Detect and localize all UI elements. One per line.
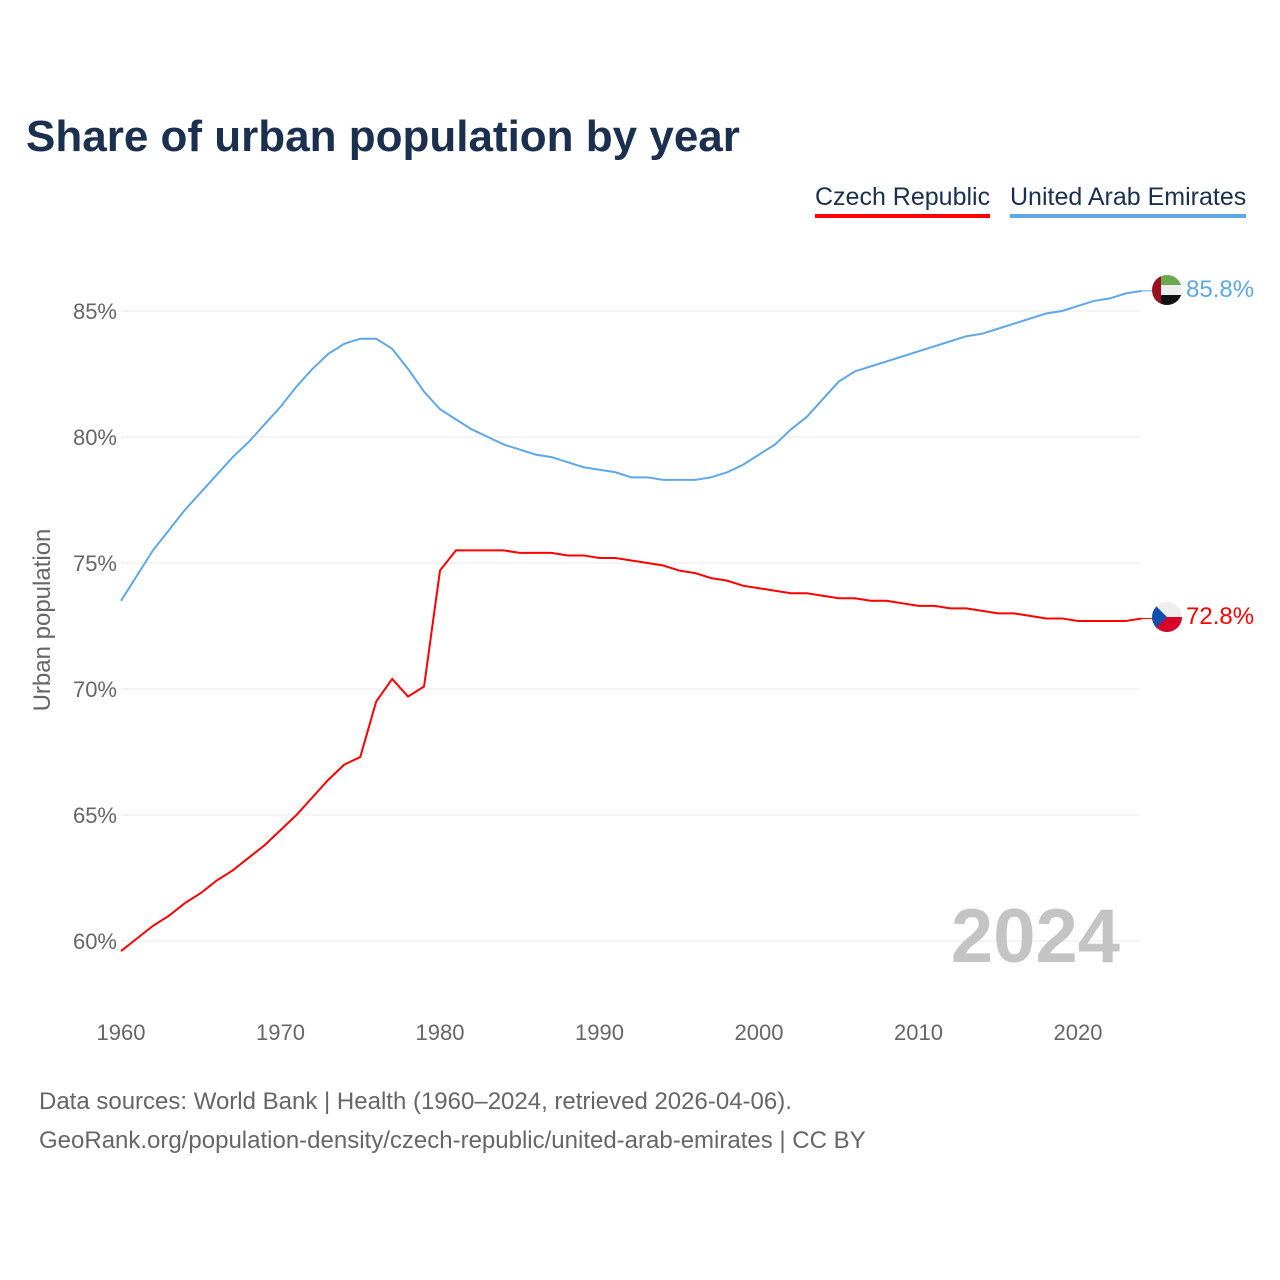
- y-tick-label: 80%: [73, 425, 117, 450]
- x-tick-label: 1990: [575, 1020, 624, 1045]
- y-tick-label: 70%: [73, 677, 117, 702]
- y-axis-label: Urban population: [29, 529, 56, 712]
- y-tick-label: 65%: [73, 803, 117, 828]
- series-line-united-arab-emirates[interactable]: [120, 289, 1142, 602]
- legend-czech-republic[interactable]: Czech Republic: [815, 183, 991, 218]
- uae-end-label: 85.8%: [1186, 276, 1254, 303]
- czech-flag-icon: [1152, 602, 1182, 632]
- series-line-czech-republic[interactable]: [120, 549, 1142, 952]
- footer-attribution[interactable]: GeoRank.org/population-density/czech-rep…: [39, 1127, 866, 1154]
- x-tick-label: 1960: [97, 1020, 146, 1045]
- x-tick-label: 1970: [256, 1020, 305, 1045]
- legend-united-arab-emirates[interactable]: United Arab Emirates: [1010, 183, 1247, 218]
- x-tick-label: 1980: [416, 1020, 465, 1045]
- x-tick-label: 2000: [735, 1020, 784, 1045]
- y-tick-label: 60%: [73, 929, 117, 954]
- x-tick-label: 2020: [1054, 1020, 1103, 1045]
- chart-title: Share of urban population by year: [26, 112, 740, 161]
- uae-flag-icon: [1152, 275, 1182, 305]
- x-tick-label: 2010: [894, 1020, 943, 1045]
- czech-end-label: 72.8%: [1186, 603, 1254, 630]
- y-tick-label: 85%: [73, 299, 117, 324]
- y-tick-label: 75%: [73, 551, 117, 576]
- footer-sources: Data sources: World Bank | Health (1960–…: [39, 1088, 792, 1115]
- year-watermark: 2024: [951, 894, 1120, 979]
